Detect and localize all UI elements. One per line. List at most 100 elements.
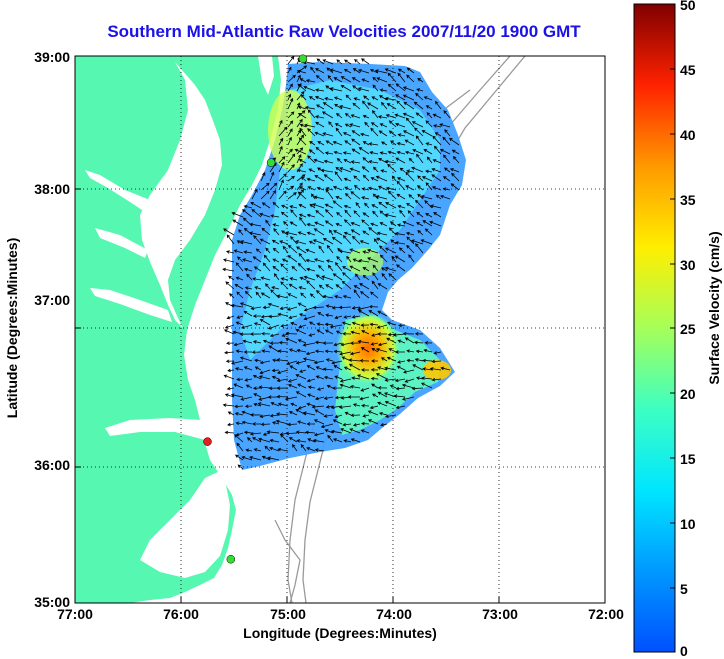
velocity-arrow [339, 383, 352, 389]
velocity-arrow [249, 432, 262, 436]
velocity-arrow [415, 135, 424, 146]
velocity-arrow [276, 294, 289, 299]
velocity-arrow [316, 322, 325, 326]
velocity-arrow [395, 386, 406, 391]
velocity-arrow [306, 378, 316, 383]
velocity-arrow [302, 411, 316, 416]
velocity-arrow [342, 234, 352, 245]
velocity-arrow [287, 293, 298, 299]
velocity-arrow [420, 195, 433, 200]
velocity-arrow [395, 122, 406, 128]
velocity-arrow [408, 254, 415, 263]
velocity-arrow [331, 360, 343, 365]
x-tick-label: 72:00 [588, 606, 624, 622]
velocity-arrow [405, 231, 415, 236]
axis-ticks [75, 188, 500, 603]
velocity-arrow [370, 122, 379, 128]
velocity-arrow [367, 419, 379, 425]
velocity-arrow [334, 375, 343, 380]
velocity-arrow [372, 193, 379, 200]
velocity-arrow [380, 101, 388, 110]
colorbar-tick-label: 50 [680, 0, 696, 13]
velocity-arrow [295, 408, 307, 416]
velocity-arrow [267, 324, 280, 330]
velocity-arrow [353, 289, 361, 299]
velocity-arrow [364, 121, 370, 128]
velocity-arrow [262, 262, 271, 272]
velocity-arrow [230, 360, 244, 365]
velocity-arrow [329, 87, 343, 92]
velocity-arrow [362, 266, 370, 272]
radar-stations [203, 54, 308, 564]
velocity-arrow [271, 368, 280, 373]
velocity-arrow [413, 127, 424, 137]
velocity-arrow [440, 195, 451, 200]
velocity-arrow [408, 157, 415, 164]
y-tick-label: 39:00 [34, 49, 70, 65]
velocity-arrow [314, 349, 325, 354]
velocity-arrow [269, 413, 280, 418]
velocity-arrow [314, 448, 325, 452]
velocity-arrow [362, 230, 370, 236]
velocity-arrow [429, 367, 442, 371]
velocity-arrow [307, 109, 316, 119]
velocity-arrow [412, 149, 424, 155]
velocity-arrow [313, 360, 325, 365]
velocity-arrow [405, 185, 415, 191]
velocity-arrow [314, 131, 325, 137]
velocity-arrow [351, 77, 361, 83]
velocity-arrow [425, 120, 433, 128]
velocity-arrow [268, 345, 280, 353]
velocity-arrow [352, 235, 361, 245]
velocity-arrow [261, 227, 271, 236]
velocity-arrow [233, 383, 244, 389]
velocity-arrow [325, 209, 334, 218]
velocity-arrow [313, 432, 325, 437]
velocity-arrow [273, 228, 280, 236]
velocity-arrow [372, 210, 379, 218]
velocity-arrow [296, 189, 304, 200]
velocity-arrow [322, 59, 334, 65]
velocity-arrow [433, 145, 442, 155]
velocity-arrow [331, 386, 343, 390]
velocity-arrow [324, 429, 334, 434]
velocity-arrow [417, 78, 424, 83]
velocity-arrow [253, 393, 262, 398]
velocity-arrow [325, 405, 334, 409]
velocity-arrow [426, 112, 433, 119]
velocity-arrow [258, 375, 271, 380]
velocity-arrow [308, 96, 316, 101]
velocity-arrow [396, 150, 406, 155]
velocity-arrow [253, 448, 262, 452]
velocity-arrow [259, 414, 271, 419]
colorbar-tick-label: 45 [680, 62, 696, 78]
velocity-arrow [312, 239, 325, 245]
velocity-arrow [411, 386, 424, 391]
velocity-arrow [239, 356, 253, 362]
velocity-arrow [317, 312, 325, 317]
velocity-arrow [341, 321, 352, 326]
velocity-arrow [315, 68, 325, 74]
velocity-arrow [405, 171, 415, 182]
velocity-arrow [250, 306, 262, 311]
velocity-arrow [414, 358, 424, 362]
velocity-arrow [262, 339, 271, 344]
velocity-arrow [278, 119, 283, 128]
velocity-arrow [336, 212, 343, 218]
velocity-arrow [357, 87, 370, 92]
velocity-arrow [350, 191, 361, 200]
velocity-arrow [269, 190, 276, 200]
velocity-arrow [323, 396, 334, 400]
velocity-arrow [424, 228, 433, 236]
velocity-arrow [245, 448, 253, 453]
velocity-arrow [357, 374, 370, 380]
velocity-arrow [402, 86, 415, 92]
velocity-arrow [389, 221, 397, 227]
velocity-arrow [350, 330, 361, 335]
velocity-arrow [367, 102, 379, 110]
velocity-arrow [340, 342, 352, 347]
velocity-arrow [425, 142, 433, 146]
velocity-arrow [440, 366, 451, 371]
velocity-arrow [377, 342, 388, 347]
velocity-arrow [233, 342, 244, 347]
